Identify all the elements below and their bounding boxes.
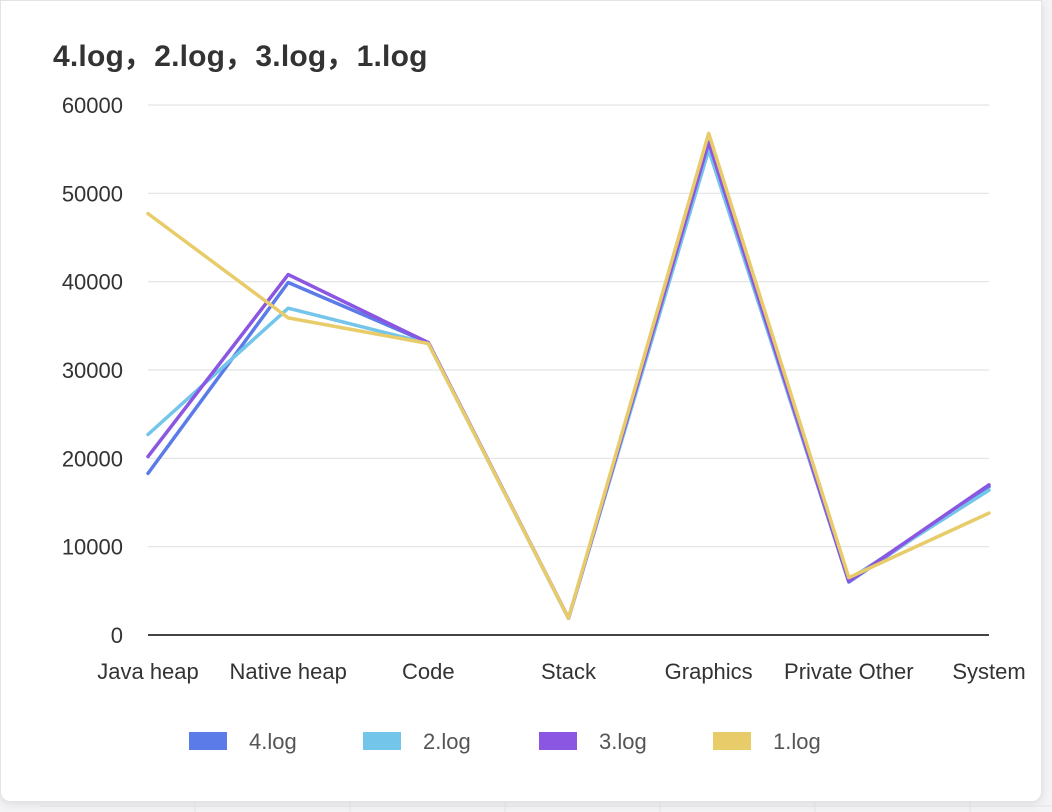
chart-title: 4.log，2.log，3.log，1.log (53, 40, 428, 73)
series-line-4.log[interactable] (146, 145, 991, 620)
y-tick-label-30000: 30000 (62, 358, 123, 383)
y-tick-label-0: 0 (111, 623, 123, 648)
legend-label-2.log[interactable]: 2.log (423, 729, 471, 754)
legend-label-1.log[interactable]: 1.log (773, 729, 821, 754)
series-line-2.log[interactable] (146, 148, 991, 620)
x-tick-label-3: Stack (541, 659, 597, 684)
y-tick-label-60000: 60000 (62, 93, 123, 118)
x-tick-label-1: Native heap (229, 659, 346, 684)
line-chart: 0 10000 20000 30000 40000 50000 60000 Java heap… (62, 93, 1026, 754)
legend-swatch-2.log[interactable] (363, 732, 401, 750)
x-tick-label-6: System (952, 659, 1025, 684)
chart-card: 4.log，2.log，3.log，1.log 0 10000 20000 30000… (0, 0, 1042, 802)
x-tick-label-2: Code (402, 659, 455, 684)
x-tick-label-0: Java heap (97, 659, 199, 684)
legend-swatch-4.log[interactable] (189, 732, 227, 750)
y-tick-label-50000: 50000 (62, 181, 123, 206)
legend-label-4.log[interactable]: 4.log (249, 729, 297, 754)
legend-swatch-3.log[interactable] (539, 732, 577, 750)
y-tick-label-20000: 20000 (62, 446, 123, 471)
series-line-1.log[interactable] (146, 131, 991, 620)
y-tick-label-10000: 10000 (62, 535, 123, 560)
x-tick-label-4: Graphics (665, 659, 753, 684)
legend-swatch-1.log[interactable] (713, 732, 751, 750)
legend-label-3.log[interactable]: 3.log (599, 729, 647, 754)
y-tick-label-40000: 40000 (62, 270, 123, 295)
x-tick-label-5: Private Other (784, 659, 914, 684)
